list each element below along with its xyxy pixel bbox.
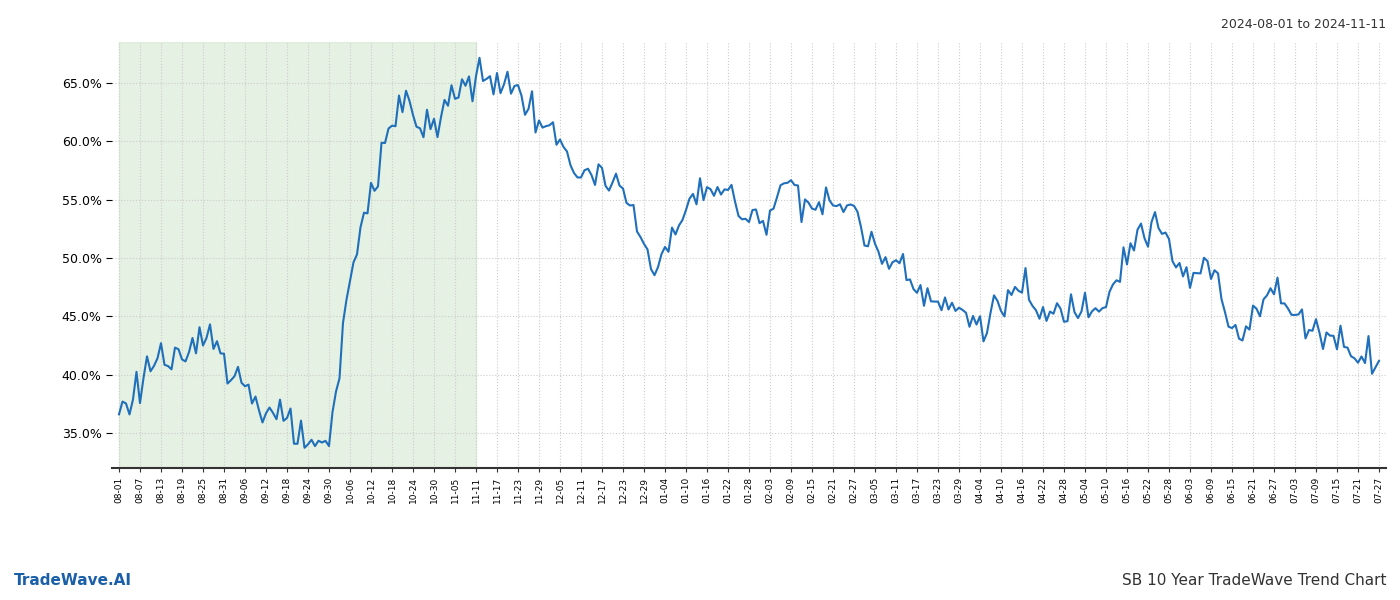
Text: 2024-08-01 to 2024-11-11: 2024-08-01 to 2024-11-11	[1221, 18, 1386, 31]
Text: TradeWave.AI: TradeWave.AI	[14, 573, 132, 588]
Bar	[119, 42, 476, 468]
Text: SB 10 Year TradeWave Trend Chart: SB 10 Year TradeWave Trend Chart	[1121, 573, 1386, 588]
